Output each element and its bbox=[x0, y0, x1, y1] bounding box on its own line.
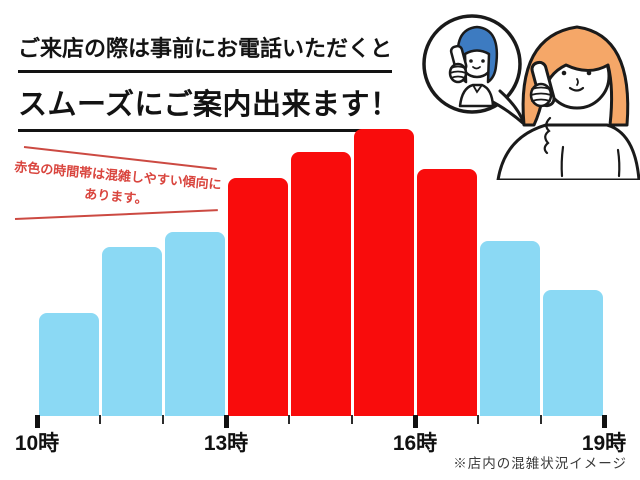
axis-tick-label: 13時 bbox=[203, 432, 249, 455]
axis-major-tick bbox=[412, 415, 418, 428]
axis-major-tick bbox=[34, 415, 40, 428]
chart-footnote: ※店内の混雑状況イメージ bbox=[453, 456, 627, 471]
phone-call-illustration bbox=[422, 14, 640, 180]
axis-minor-tick bbox=[288, 415, 290, 424]
chart-bar-13時 bbox=[227, 178, 288, 416]
chart-bar-11時 bbox=[101, 247, 162, 416]
chart-bar-10時 bbox=[38, 313, 99, 416]
customer-on-phone-icon bbox=[496, 25, 640, 180]
clerk-on-phone-icon bbox=[448, 25, 499, 108]
axis-tick-label: 10時 bbox=[14, 432, 60, 455]
axis-major-tick bbox=[601, 415, 607, 428]
axis-minor-tick bbox=[162, 415, 164, 424]
axis-minor-tick bbox=[477, 415, 479, 424]
axis-tick-label: 19時 bbox=[581, 432, 627, 455]
title-line-1: ご来店の際は事前にお電話いただくと bbox=[18, 31, 393, 73]
chart-bar-12時 bbox=[164, 232, 225, 416]
axis-minor-tick bbox=[540, 415, 542, 424]
chart-bar-17時 bbox=[479, 241, 540, 416]
chart-bar-14時 bbox=[290, 152, 351, 416]
axis-tick-label: 16時 bbox=[392, 432, 438, 455]
chart-bar-15時 bbox=[353, 129, 414, 416]
title-line-2: スムーズにご案内出来ます！ bbox=[18, 81, 400, 132]
chart-bar-18時 bbox=[542, 290, 603, 416]
axis-major-tick bbox=[223, 415, 229, 428]
page-title: ご来店の際は事前にお電話いただくと スムーズにご案内出来ます！ bbox=[18, 31, 400, 132]
axis-minor-tick bbox=[99, 415, 101, 424]
chart-bar-16時 bbox=[416, 169, 477, 416]
axis-minor-tick bbox=[351, 415, 353, 424]
